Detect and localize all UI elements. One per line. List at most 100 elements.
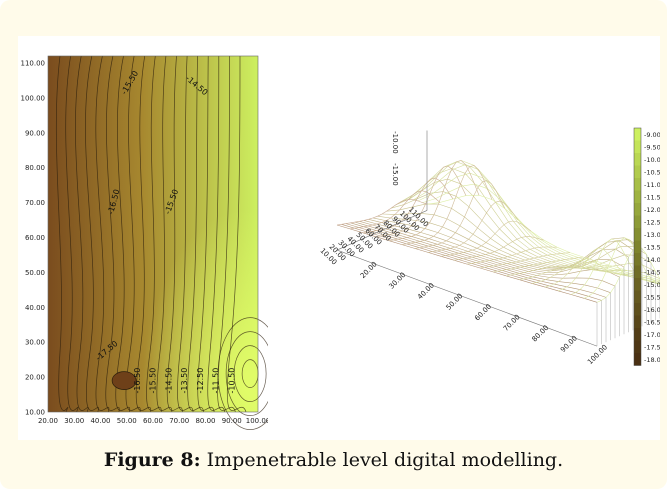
legend-swatch xyxy=(634,340,641,353)
legend-swatch xyxy=(634,240,641,253)
contour-line xyxy=(135,55,152,413)
contour-ring xyxy=(225,331,268,416)
y-tick-label: 100.00 xyxy=(21,94,46,102)
surface-line xyxy=(583,237,660,299)
contour-value-label: -11.50 xyxy=(212,368,221,394)
legend-value-label: -17.00 xyxy=(644,331,660,339)
caption-text: Impenetrable level digital modelling. xyxy=(200,449,564,471)
y-tick-label: 110.00 xyxy=(21,59,46,67)
contour-value-label: -14.50 xyxy=(164,368,173,394)
contour-depression xyxy=(111,371,137,390)
surface-line xyxy=(414,180,506,249)
contour-line xyxy=(177,55,194,413)
surface-line xyxy=(427,200,519,253)
figure-caption: Figure 8: Impenetrable level digital mod… xyxy=(0,449,667,471)
legend-swatch xyxy=(634,353,641,366)
surface-plot: 110.00100.0090.0080.0070.0060.0050.0040.… xyxy=(318,130,660,366)
y-tick-label: 40.00 xyxy=(25,304,45,312)
x-tick-label: 60.00 xyxy=(143,417,163,425)
legend-swatch xyxy=(634,215,641,228)
x-tick-label: 40.00 xyxy=(90,417,110,425)
y-tick-label: 70.00 xyxy=(25,199,45,207)
contour-value-label: -12.50 xyxy=(196,368,205,394)
legend-swatch xyxy=(634,153,641,166)
x-tick-label: 50.00 xyxy=(117,417,137,425)
legend-value-label: -9.50 xyxy=(644,143,660,151)
contour-line xyxy=(125,55,141,413)
contour-line xyxy=(217,55,236,413)
surface-line xyxy=(596,246,660,303)
x-tick-label: 90.00 xyxy=(222,417,242,425)
surface-line xyxy=(388,160,480,241)
legend-swatch xyxy=(634,315,641,328)
legend-value-label: -9.00 xyxy=(644,131,660,139)
surface-line xyxy=(570,238,660,295)
contour-glow xyxy=(48,56,258,412)
surface-line xyxy=(531,265,623,284)
legend-swatch xyxy=(634,165,641,178)
legend-swatch xyxy=(634,278,641,291)
legend-value-label: -14.50 xyxy=(644,268,660,276)
surface-line xyxy=(401,165,493,245)
contour-value-label: -13.50 xyxy=(180,368,189,394)
contour-line xyxy=(207,55,226,413)
surface-line xyxy=(518,264,610,280)
x-tick-label: 80.00 xyxy=(195,417,215,425)
contour-line xyxy=(166,55,183,413)
legend-value-label: -12.00 xyxy=(644,206,660,214)
legend-value-label: -11.00 xyxy=(644,181,660,189)
legend-frame xyxy=(633,127,642,366)
x-tick-label: 100.00 xyxy=(246,417,268,425)
y-tick-label: 50.00 xyxy=(25,269,45,277)
surface-line xyxy=(349,190,441,230)
legend-swatch xyxy=(634,328,641,341)
contour-line xyxy=(65,55,79,413)
contour-line xyxy=(85,55,99,413)
y-tick-label: 10.00 xyxy=(25,409,45,417)
contour-value-label: -16.50 xyxy=(133,368,142,394)
contour-frame xyxy=(47,55,259,413)
surface-line xyxy=(544,258,636,288)
surface-axis xyxy=(336,210,428,251)
legend-value-label: -15.50 xyxy=(644,293,660,301)
legend-value-label: -11.50 xyxy=(644,193,660,201)
x-tick-label: 30.00 xyxy=(64,417,84,425)
surface-line xyxy=(505,260,597,277)
figure-panel: 20.00 30.00 40.00 50.00 60.00 70.00 80.00 90.00… xyxy=(18,36,660,440)
surface-line xyxy=(453,236,545,261)
surface-line xyxy=(336,199,428,226)
legend-value-label: -13.50 xyxy=(644,243,660,251)
contour-line xyxy=(95,55,110,413)
legend-swatch xyxy=(634,178,641,191)
legend-value-label: -17.50 xyxy=(644,343,660,351)
contour-line xyxy=(156,55,173,413)
legend-value-label: -12.50 xyxy=(644,218,660,226)
x-tick-label: 70.00 xyxy=(169,417,189,425)
legend-value-label: -10.00 xyxy=(644,156,660,164)
caption-label: Figure 8: xyxy=(103,449,201,471)
legend-value-label: -10.50 xyxy=(644,168,660,176)
y-tick-label: 20.00 xyxy=(25,374,45,382)
x-tick-label: 20.00 xyxy=(38,417,58,425)
legend-swatch xyxy=(634,203,641,216)
contour-line xyxy=(146,55,162,413)
surface-line xyxy=(440,220,532,257)
legend-swatch xyxy=(634,290,641,303)
legend-value-label: -13.00 xyxy=(644,231,660,239)
legend-swatch xyxy=(634,140,641,153)
surface-mesh xyxy=(336,160,660,347)
y-tick-label: 90.00 xyxy=(25,129,45,137)
contour-line xyxy=(105,55,120,413)
contour-value-label: -15.50 xyxy=(149,368,158,394)
contour-line xyxy=(197,55,215,413)
y-tick-label: 60.00 xyxy=(25,234,45,242)
contour-line xyxy=(187,55,204,413)
y-tick-label: 80.00 xyxy=(25,164,45,172)
contour-line xyxy=(55,55,69,413)
surface-axis xyxy=(336,249,598,347)
legend-value-label: -16.50 xyxy=(644,318,660,326)
contour-line xyxy=(115,55,131,413)
legend-value-label: -18.00 xyxy=(644,356,660,364)
legend-swatch xyxy=(634,265,641,278)
contour-ring xyxy=(233,345,267,402)
